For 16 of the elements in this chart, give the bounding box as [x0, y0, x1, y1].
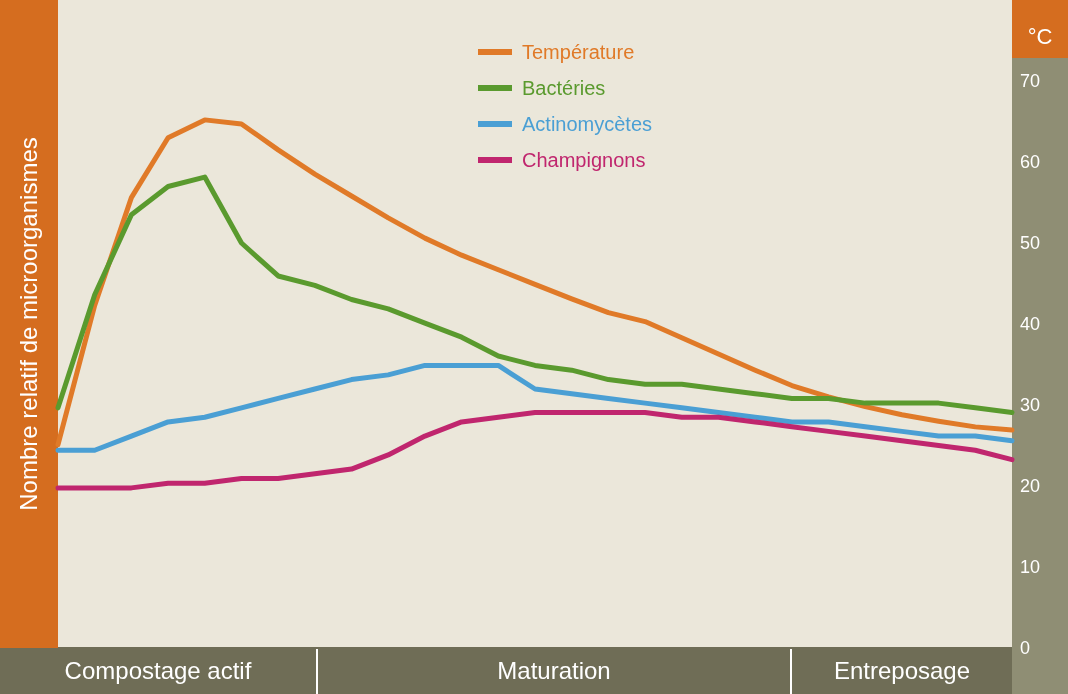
y-tick-label: 20 — [1020, 476, 1041, 497]
y-tick-label: 0 — [1020, 638, 1031, 659]
y-axis-title: Nombre relatif de microorganismes — [15, 137, 43, 511]
legend-label: Actinomycètes — [522, 112, 653, 137]
y-tick-label: 10 — [1020, 557, 1041, 578]
text: Compostage actif — [63, 656, 253, 686]
y-tick-label: 60 — [1020, 152, 1041, 173]
y-tick-label: 30 — [1020, 395, 1041, 416]
text: Entreposage — [790, 648, 1012, 694]
y-tick-label: 70 — [1020, 71, 1041, 92]
y-tick-label: 50 — [1020, 233, 1041, 254]
legend-label: Température — [522, 40, 635, 65]
y-tick-label: 40 — [1020, 314, 1041, 335]
legend-label: Champignons — [522, 148, 646, 173]
legend-label: Bactéries — [522, 76, 606, 101]
text: Maturation — [316, 648, 790, 694]
